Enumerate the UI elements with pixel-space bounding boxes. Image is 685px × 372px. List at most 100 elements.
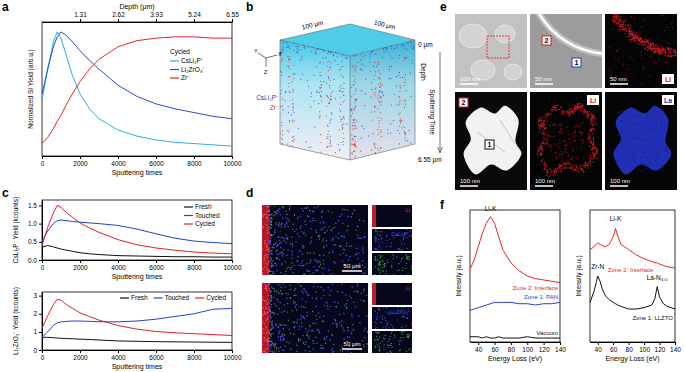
speckle [302, 74, 303, 75]
tick: 60 [610, 342, 618, 353]
speckle [288, 112, 289, 113]
speckle [327, 146, 328, 147]
speckle [270, 347, 272, 349]
speckle [391, 332, 392, 333]
speckle [382, 255, 383, 256]
speckle [335, 306, 336, 307]
speckle [318, 312, 320, 314]
speckle [279, 284, 280, 285]
speckle [371, 52, 372, 53]
speckle [355, 90, 356, 91]
map-content [262, 205, 368, 275]
speckle [271, 324, 273, 326]
speckle [331, 145, 332, 146]
axis-line [471, 342, 561, 343]
speckle [266, 312, 267, 313]
tick-label: 3.93 [150, 11, 163, 18]
speckle [266, 254, 267, 255]
speckle [379, 77, 380, 78]
speckle [270, 306, 272, 308]
legend-label: Zr⁻ [181, 74, 189, 81]
speckle [289, 83, 290, 84]
panel-label: f [440, 198, 445, 212]
tick: 4000 [111, 156, 126, 167]
speckle [283, 51, 284, 52]
speckle [348, 336, 350, 338]
speckle [380, 147, 381, 148]
speckle [375, 259, 376, 260]
speckle [383, 95, 384, 96]
speckle [375, 238, 376, 239]
speckle [322, 259, 324, 261]
speckle [312, 272, 314, 274]
speckle [355, 105, 356, 106]
speckle [280, 286, 281, 287]
speckle [268, 295, 269, 296]
speckle [379, 308, 380, 309]
speckle [314, 126, 315, 127]
speckle [375, 328, 376, 329]
speckle [286, 341, 288, 343]
speckle [369, 62, 370, 63]
speckle [292, 104, 293, 105]
speckle [343, 330, 344, 331]
speckle [312, 348, 314, 350]
speckle [386, 49, 387, 50]
speckle [281, 72, 282, 73]
speckle [379, 120, 380, 121]
speckle [269, 247, 270, 248]
speckle [330, 100, 331, 101]
speckle [302, 316, 304, 318]
speckle [400, 349, 401, 350]
image-background [455, 14, 527, 88]
speckle [288, 86, 289, 87]
speckle [298, 50, 299, 51]
map-background [372, 229, 412, 251]
speckle [283, 240, 284, 241]
tick-label: 0 [41, 264, 45, 271]
speckle [378, 249, 379, 250]
speckle [315, 306, 317, 308]
speckle [354, 144, 355, 145]
speckle [391, 343, 392, 344]
tick-label: 3 [33, 292, 37, 299]
species-label: Zr⁻ [270, 104, 278, 111]
speckle [288, 131, 289, 132]
speckle [287, 106, 288, 107]
tick-mark [39, 260, 42, 261]
speckle [398, 114, 399, 115]
speckle [382, 92, 383, 93]
speckle [299, 60, 300, 61]
speckle [352, 324, 353, 325]
panel-label: d [246, 186, 253, 200]
speckle [286, 47, 287, 48]
speckle [303, 306, 305, 308]
speckle [292, 99, 293, 100]
speckle [375, 87, 376, 88]
tick-label: 8000 [187, 264, 202, 271]
speckle [309, 210, 310, 211]
scale-bar [535, 83, 553, 85]
speckle [265, 286, 266, 287]
speckle [273, 215, 274, 216]
speckle [378, 70, 379, 71]
tick-mark [527, 342, 528, 345]
speckle [327, 308, 329, 310]
axis-triad [258, 53, 277, 67]
speckle [306, 334, 307, 335]
axis-letter: X [278, 51, 282, 57]
speckle [339, 254, 341, 256]
speckle [378, 134, 379, 135]
speckle [273, 243, 275, 245]
speckle [264, 337, 265, 338]
speckle [269, 218, 271, 220]
speckle [274, 313, 275, 314]
speckle [305, 344, 306, 345]
speckle [269, 270, 270, 271]
speckle [269, 290, 270, 291]
speckle [639, 36, 640, 37]
speckle [308, 294, 310, 296]
speckle [398, 263, 399, 264]
speckle [307, 207, 309, 209]
speckle [262, 214, 263, 215]
